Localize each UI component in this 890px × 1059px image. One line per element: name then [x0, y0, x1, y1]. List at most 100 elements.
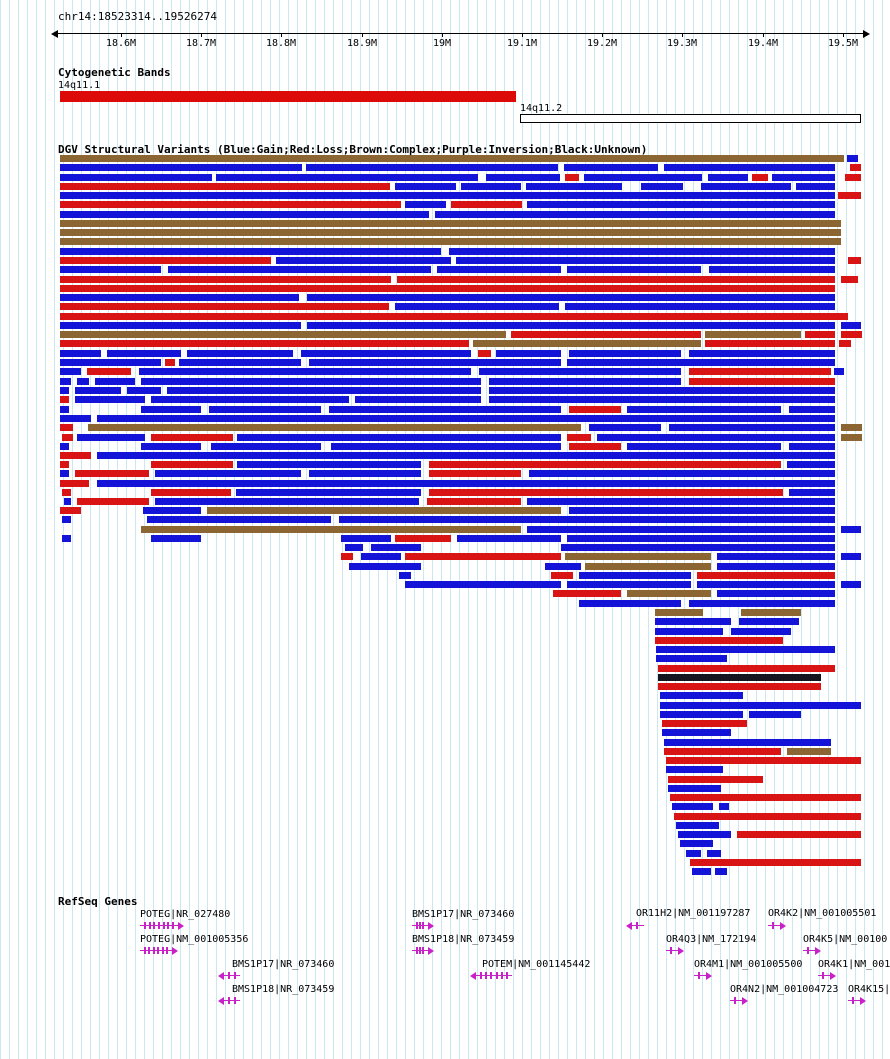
variant-bar[interactable]: [306, 164, 558, 171]
variant-bar[interactable]: [473, 340, 701, 347]
variant-bar[interactable]: [62, 516, 71, 523]
variant-bar[interactable]: [655, 637, 783, 644]
variant-bar[interactable]: [567, 581, 691, 588]
variant-bar[interactable]: [719, 803, 729, 810]
variant-bar[interactable]: [60, 201, 401, 208]
variant-bar[interactable]: [395, 183, 456, 190]
variant-bar[interactable]: [496, 350, 561, 357]
variant-bar[interactable]: [64, 498, 71, 505]
variant-bar[interactable]: [668, 785, 721, 792]
variant-bar[interactable]: [658, 674, 821, 681]
variant-bar[interactable]: [77, 434, 145, 441]
variant-bar[interactable]: [127, 387, 161, 394]
variant-bar[interactable]: [62, 434, 73, 441]
variant-bar[interactable]: [155, 470, 301, 477]
variant-bar[interactable]: [569, 406, 621, 413]
variant-bar[interactable]: [151, 535, 201, 542]
variant-bar[interactable]: [565, 174, 579, 181]
variant-bar[interactable]: [666, 766, 723, 773]
variant-bar[interactable]: [405, 581, 561, 588]
variant-bar[interactable]: [670, 794, 861, 801]
variant-bar[interactable]: [689, 600, 835, 607]
variant-bar[interactable]: [692, 868, 711, 875]
variant-bar[interactable]: [60, 313, 848, 320]
variant-bar[interactable]: [789, 489, 835, 496]
cytoband-bar-14q11.2[interactable]: [520, 114, 861, 123]
variant-bar[interactable]: [789, 406, 835, 413]
variant-bar[interactable]: [62, 489, 71, 496]
variant-bar[interactable]: [749, 711, 801, 718]
variant-bar[interactable]: [796, 183, 835, 190]
variant-bar[interactable]: [689, 350, 835, 357]
variant-bar[interactable]: [301, 350, 471, 357]
variant-bar[interactable]: [662, 729, 731, 736]
variant-bar[interactable]: [838, 192, 861, 199]
variant-bar[interactable]: [845, 174, 861, 181]
variant-bar[interactable]: [395, 303, 559, 310]
variant-bar[interactable]: [658, 665, 835, 672]
variant-bar[interactable]: [141, 406, 201, 413]
variant-bar[interactable]: [60, 340, 469, 347]
variant-bar[interactable]: [486, 174, 560, 181]
variant-bar[interactable]: [489, 378, 681, 385]
variant-bar[interactable]: [456, 257, 835, 264]
variant-bar[interactable]: [705, 331, 801, 338]
gene-glyph[interactable]: [730, 997, 748, 1005]
variant-bar[interactable]: [75, 387, 121, 394]
variant-bar[interactable]: [87, 368, 131, 375]
variant-bar[interactable]: [236, 489, 421, 496]
variant-bar[interactable]: [429, 461, 781, 468]
variant-bar[interactable]: [97, 415, 835, 422]
gene-glyph[interactable]: [666, 947, 684, 955]
cytoband-bar-14q11.1[interactable]: [60, 91, 516, 102]
variant-bar[interactable]: [627, 443, 781, 450]
variant-bar[interactable]: [187, 350, 293, 357]
variant-bar[interactable]: [689, 378, 835, 385]
variant-bar[interactable]: [237, 434, 561, 441]
gene-glyph[interactable]: [768, 922, 786, 930]
variant-bar[interactable]: [841, 331, 862, 338]
variant-bar[interactable]: [841, 322, 861, 329]
variant-bar[interactable]: [526, 183, 622, 190]
variant-bar[interactable]: [141, 526, 521, 533]
variant-bar[interactable]: [717, 590, 835, 597]
variant-bar[interactable]: [479, 368, 681, 375]
variant-bar[interactable]: [75, 470, 149, 477]
variant-bar[interactable]: [701, 183, 791, 190]
variant-bar[interactable]: [60, 183, 390, 190]
variant-bar[interactable]: [143, 507, 201, 514]
variant-bar[interactable]: [60, 294, 299, 301]
variant-bar[interactable]: [569, 507, 835, 514]
variant-bar[interactable]: [579, 600, 681, 607]
variant-bar[interactable]: [705, 340, 835, 347]
variant-bar[interactable]: [529, 470, 835, 477]
variant-bar[interactable]: [569, 350, 681, 357]
variant-bar[interactable]: [60, 285, 835, 292]
variant-bar[interactable]: [62, 535, 71, 542]
variant-bar[interactable]: [660, 702, 861, 709]
variant-bar[interactable]: [655, 618, 731, 625]
variant-bar[interactable]: [656, 646, 835, 653]
variant-bar[interactable]: [345, 544, 363, 551]
variant-bar[interactable]: [664, 748, 781, 755]
variant-bar[interactable]: [655, 628, 723, 635]
variant-bar[interactable]: [584, 174, 702, 181]
variant-bar[interactable]: [597, 434, 835, 441]
variant-bar[interactable]: [60, 406, 69, 413]
variant-bar[interactable]: [60, 461, 69, 468]
variant-bar[interactable]: [660, 692, 743, 699]
variant-bar[interactable]: [60, 480, 89, 487]
variant-bar[interactable]: [168, 266, 431, 273]
variant-bar[interactable]: [60, 368, 81, 375]
variant-bar[interactable]: [565, 553, 711, 560]
variant-bar[interactable]: [60, 415, 91, 422]
variant-bar[interactable]: [107, 350, 181, 357]
variant-bar[interactable]: [141, 443, 201, 450]
gene-glyph[interactable]: [140, 947, 178, 955]
variant-bar[interactable]: [429, 470, 521, 477]
variant-bar[interactable]: [737, 831, 861, 838]
variant-bar[interactable]: [60, 424, 73, 431]
variant-bar[interactable]: [435, 211, 835, 218]
variant-bar[interactable]: [95, 378, 135, 385]
gene-glyph[interactable]: [218, 997, 240, 1005]
